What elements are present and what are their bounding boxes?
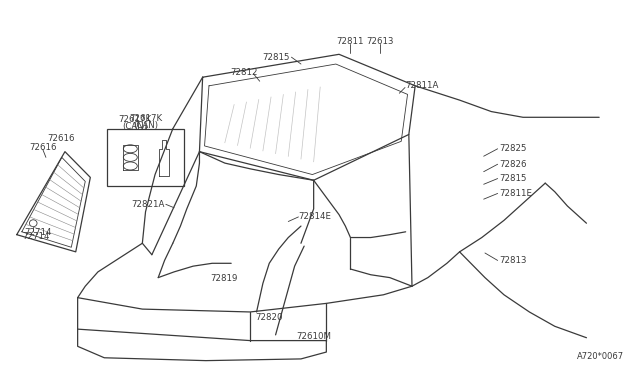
Text: 72819: 72819: [210, 274, 237, 283]
Text: 72815: 72815: [262, 53, 289, 62]
Text: (CAN): (CAN): [122, 122, 147, 131]
Text: 72811: 72811: [337, 37, 364, 46]
Text: A720*0067: A720*0067: [577, 352, 625, 360]
Text: 72616: 72616: [29, 142, 56, 151]
Text: 72811A: 72811A: [405, 81, 438, 90]
Text: 72815: 72815: [499, 174, 527, 183]
Text: 72826: 72826: [499, 160, 527, 169]
Text: 72814E: 72814E: [298, 212, 332, 221]
Text: 72825: 72825: [499, 144, 527, 153]
Text: 72617K: 72617K: [129, 114, 162, 123]
Text: 72714: 72714: [24, 228, 51, 237]
Text: 72616: 72616: [47, 134, 75, 143]
Text: 72820: 72820: [255, 313, 283, 322]
Text: 72813: 72813: [499, 256, 527, 265]
FancyBboxPatch shape: [108, 129, 184, 186]
Text: 72610M: 72610M: [296, 331, 331, 340]
Text: 72811E: 72811E: [499, 189, 532, 198]
Text: 72613: 72613: [366, 37, 394, 46]
Text: 72812: 72812: [230, 68, 258, 77]
Text: 72617K: 72617K: [118, 115, 151, 124]
Text: (CAN): (CAN): [133, 121, 158, 130]
Text: 72714: 72714: [22, 232, 49, 241]
Text: 72821A: 72821A: [131, 200, 164, 209]
